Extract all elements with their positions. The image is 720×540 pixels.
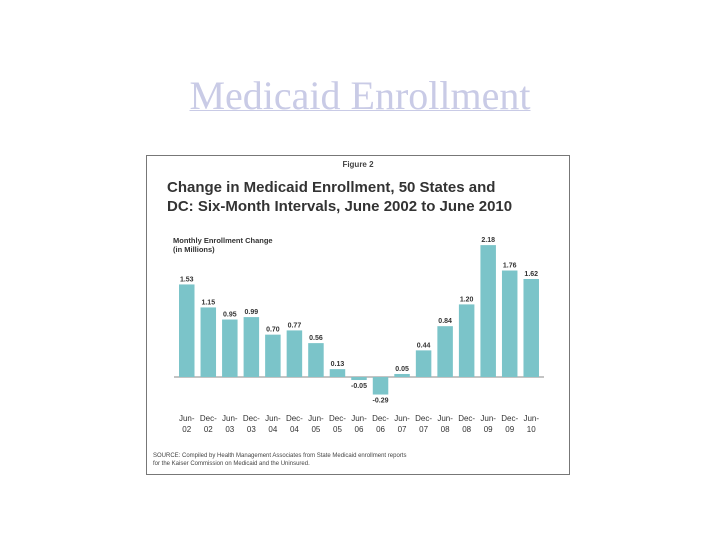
x-tick-label-month: Dec- xyxy=(200,414,217,423)
data-label: 0.84 xyxy=(438,318,452,325)
chart-title-line-1: Change in Medicaid Enrollment, 50 States… xyxy=(167,179,496,196)
bar xyxy=(480,245,496,377)
bar xyxy=(243,317,260,377)
x-tick-label-year: 06 xyxy=(376,425,385,434)
data-label: 0.56 xyxy=(309,335,323,342)
bar xyxy=(265,334,281,377)
bar xyxy=(523,278,539,377)
x-tick-label-month: Jun- xyxy=(308,414,324,423)
x-tick-label-year: 08 xyxy=(462,425,471,434)
bar-chart: 1.53 Jun- 02 1.15 Dec- 02 0.95 Jun- 03 0.99 Dec- 03… xyxy=(174,237,544,434)
x-tick-label-year: 02 xyxy=(204,425,213,434)
x-tick-label-month: Dec- xyxy=(243,414,260,423)
figure-label: Figure 2 xyxy=(342,160,374,169)
source-note-line-1: SOURCE: Compiled by Health Management As… xyxy=(153,453,407,459)
bar xyxy=(501,270,518,377)
x-tick-label-month: Jun- xyxy=(523,414,539,423)
x-tick-label-year: 08 xyxy=(441,425,450,434)
x-tick-label-month: Jun- xyxy=(265,414,281,423)
data-label: 0.95 xyxy=(223,312,237,319)
bar xyxy=(458,304,475,377)
bar xyxy=(200,307,217,377)
y-axis-label-line-2: (in Millions) xyxy=(173,245,215,254)
data-label: -0.05 xyxy=(351,383,367,390)
x-tick-label-year: 09 xyxy=(505,425,514,434)
x-tick-label-year: 04 xyxy=(290,425,299,434)
data-label: 0.70 xyxy=(266,327,280,334)
data-label: 2.18 xyxy=(481,237,495,244)
x-tick-label-month: Jun- xyxy=(179,414,195,423)
x-tick-label-month: Jun- xyxy=(394,414,410,423)
slide-title: Medicaid Enrollment xyxy=(189,73,531,118)
x-tick-label-month: Jun- xyxy=(480,414,496,423)
x-tick-label-month: Dec- xyxy=(415,414,432,423)
x-tick-label-month: Dec- xyxy=(286,414,303,423)
source-note-line-2: for the Kaiser Commission on Medicaid an… xyxy=(153,461,310,467)
x-tick-label-year: 06 xyxy=(355,425,364,434)
bar xyxy=(179,284,195,377)
data-label: 0.77 xyxy=(288,322,302,329)
x-tick-label-month: Jun- xyxy=(222,414,238,423)
data-label: 0.05 xyxy=(395,366,409,373)
bar xyxy=(415,350,432,377)
x-tick-label-year: 05 xyxy=(333,425,342,434)
x-tick-label-year: 09 xyxy=(484,425,493,434)
x-tick-label-year: 10 xyxy=(527,425,536,434)
data-label: 1.53 xyxy=(180,276,194,283)
x-tick-label-month: Dec- xyxy=(458,414,475,423)
bar xyxy=(308,343,324,377)
data-label: 1.62 xyxy=(524,271,538,278)
x-tick-label-year: 03 xyxy=(225,425,234,434)
x-tick-label-year: 07 xyxy=(398,425,407,434)
x-tick-label-year: 07 xyxy=(419,425,428,434)
source-note: SOURCE: Compiled by Health Management As… xyxy=(153,452,563,468)
bar xyxy=(351,377,367,381)
bar xyxy=(372,377,389,395)
chart-title-line-2: DC: Six-Month Intervals, June 2002 to Ju… xyxy=(167,198,513,215)
x-tick-label-month: Jun- xyxy=(437,414,453,423)
data-label: 0.99 xyxy=(245,309,259,316)
y-axis-label: Monthly Enrollment Change (in Millions) xyxy=(173,236,323,254)
chart-title: Change in Medicaid Enrollment, 50 States… xyxy=(167,178,557,216)
data-label: 0.44 xyxy=(417,342,431,349)
bar xyxy=(437,326,453,377)
x-tick-label-month: Dec- xyxy=(329,414,346,423)
x-tick-label-year: 02 xyxy=(182,425,191,434)
bar xyxy=(222,319,238,377)
bar xyxy=(394,373,410,377)
x-tick-label-year: 04 xyxy=(268,425,277,434)
x-tick-label-month: Dec- xyxy=(501,414,518,423)
x-tick-label-month: Jun- xyxy=(351,414,367,423)
data-label: 1.15 xyxy=(201,299,215,306)
chart-figure: Figure 2 Change in Medicaid Enrollment, … xyxy=(146,155,570,475)
data-label: 0.13 xyxy=(331,361,345,368)
data-label: 1.76 xyxy=(503,263,517,270)
x-tick-label-year: 03 xyxy=(247,425,256,434)
bar xyxy=(286,330,303,377)
x-tick-label-year: 05 xyxy=(311,425,320,434)
y-axis-label-line-1: Monthly Enrollment Change xyxy=(173,236,273,245)
x-tick-label-month: Dec- xyxy=(372,414,389,423)
data-label: -0.29 xyxy=(373,398,389,405)
bar xyxy=(329,369,346,377)
data-label: 1.20 xyxy=(460,296,474,303)
